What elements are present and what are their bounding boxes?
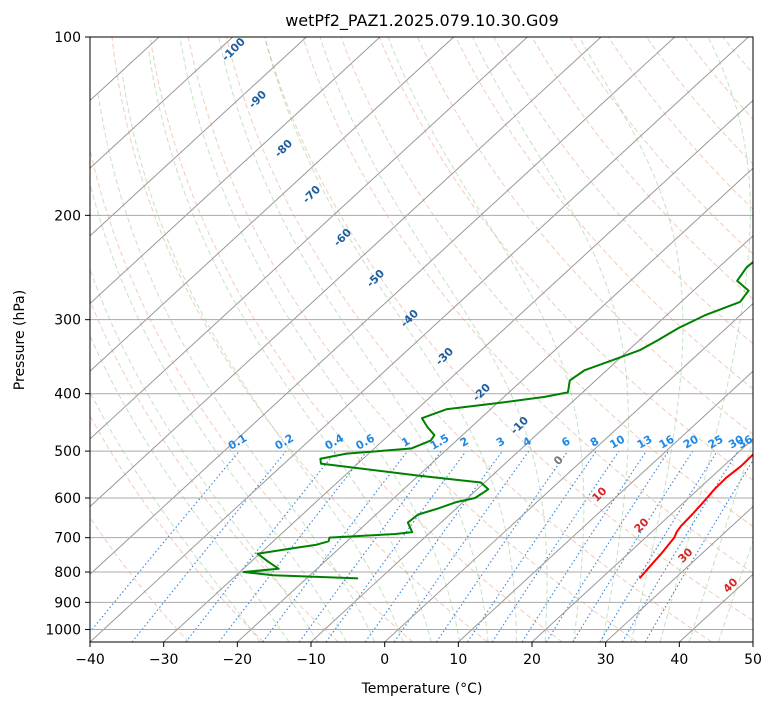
mixing-ratio-line [364, 450, 503, 642]
isotherm-line [90, 37, 749, 642]
mixing-ratio-line [90, 450, 240, 633]
x-axis-ticks: −40 −30 −20 −10 0 10 20 30 40 50 [75, 642, 762, 668]
y-tick-label: 900 [54, 595, 81, 611]
x-tick-label: 0 [380, 652, 389, 668]
moist-adiabat-line [264, 37, 517, 642]
isotherm-line [384, 302, 753, 642]
x-tick-label: 30 [597, 652, 615, 668]
dry-adiabat-line [149, 37, 563, 642]
moist-adiabat-line [121, 72, 404, 642]
mixing-ratio-line [325, 450, 467, 642]
mixing-ratio-line [521, 450, 647, 642]
dry-adiabat-line [90, 299, 339, 642]
y-tick-label: 700 [54, 531, 81, 547]
mixing-ratio-line [599, 450, 718, 642]
isotherm-line [236, 167, 753, 642]
isotherm-line [163, 99, 753, 642]
isotherm-line [90, 37, 528, 440]
y-axis-label: Pressure (hPa) [12, 290, 28, 390]
dry-adiabat-line [264, 37, 753, 622]
x-axis-label: Temperature (°C) [361, 681, 483, 697]
isotherm-line [605, 505, 753, 642]
dry-adiabat-line [111, 37, 488, 642]
profile-series-line [638, 453, 753, 580]
moist-adiabat-line [179, 37, 461, 642]
isotherm-line [90, 37, 234, 169]
dry-adiabat-line [90, 516, 190, 642]
isotherm-line [531, 438, 753, 642]
dry-adiabat-line [187, 37, 638, 642]
isotherm-line [90, 37, 676, 575]
mixing-ratio-line [298, 450, 442, 642]
isotherm-line [310, 235, 753, 642]
moist-adiabat-line [90, 390, 261, 642]
dry-adiabat-line [226, 37, 712, 642]
mixing-ratio-line [467, 450, 597, 642]
y-tick-label: 300 [54, 313, 81, 329]
x-tick-label: 50 [744, 652, 762, 668]
moist-adiabat-line [90, 268, 319, 642]
y-tick-label: 100 [54, 30, 81, 46]
mixing-ratio-line [545, 450, 669, 642]
chart-title: wetPf2_PAZ1.2025.079.10.30.G09 [285, 11, 559, 31]
isotherm-line [90, 37, 307, 237]
y-tick-label: 600 [54, 491, 81, 507]
profile-lines [242, 260, 753, 580]
x-tick-label: −20 [223, 652, 253, 668]
dry-adiabat-line [531, 37, 753, 300]
x-tick-label: 40 [670, 652, 688, 668]
x-tick-label: −10 [296, 652, 326, 668]
moist-adiabat-line [578, 37, 684, 642]
dry-adiabat-line [416, 37, 753, 435]
profile-series-line [242, 260, 753, 580]
dry-adiabat-line [378, 37, 753, 481]
moist-adiabat-line [319, 37, 548, 642]
moist-adiabat-line [218, 37, 489, 642]
moist-adiabat-line [90, 181, 347, 642]
x-tick-label: 10 [449, 652, 467, 668]
mixing-ratio-line [435, 450, 569, 642]
y-tick-label: 400 [54, 387, 81, 403]
y-tick-label: 200 [54, 208, 81, 224]
moist-adiabat-line [688, 439, 753, 642]
dry-adiabat-line [90, 147, 414, 642]
isotherm-line [90, 37, 381, 305]
y-tick-label: 500 [54, 444, 81, 460]
mixing-ratio-line [262, 450, 408, 642]
plot-frame [89, 36, 754, 643]
moist-adiabat-line [717, 540, 753, 642]
isotherm-line [90, 37, 602, 508]
y-tick-label: 800 [54, 565, 81, 581]
x-tick-label: −40 [75, 652, 105, 668]
moist-adiabat-line [97, 94, 376, 642]
moist-adiabat-line [659, 37, 751, 642]
x-tick-label: 20 [523, 652, 541, 668]
dry-adiabat-line [493, 37, 753, 345]
moist-adiabat-line [147, 49, 432, 642]
dry-adiabat-line [302, 37, 753, 574]
isotherm-line [90, 37, 455, 372]
grid-lines [90, 37, 753, 642]
dry-adiabat-line [340, 37, 753, 527]
x-tick-label: −30 [149, 652, 179, 668]
isotherm-line [457, 370, 753, 642]
y-axis-ticks: 100 200 300 400 500 600 700 800 900 1000 [45, 30, 90, 638]
moist-adiabat-line [472, 37, 629, 642]
y-tick-label: 1000 [45, 622, 81, 638]
